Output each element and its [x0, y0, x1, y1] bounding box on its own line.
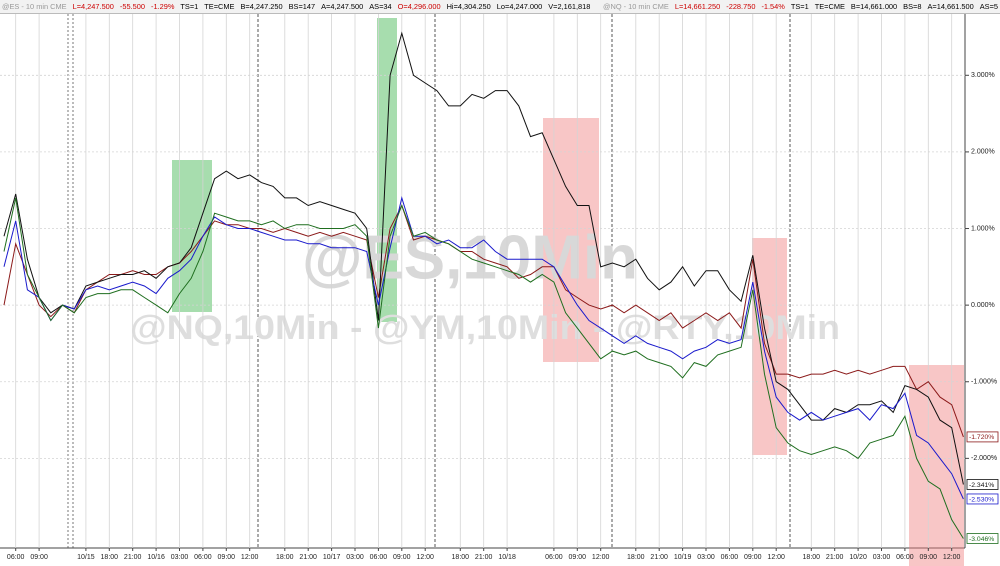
x-tick-label: 06:00 — [7, 554, 25, 561]
quote-field: O=4,296.000 — [397, 2, 441, 11]
quote-field: -1.54% — [761, 2, 785, 11]
end-label-box — [966, 479, 999, 490]
end-label: -1.720% — [966, 431, 999, 443]
quote-field: -228.750 — [726, 2, 756, 11]
y-tick-label: 0.000% — [971, 302, 995, 309]
end-label-text: -2.530% — [969, 496, 994, 503]
quote-field: V=2,161,818 — [548, 2, 591, 11]
x-tick-label: 18:00 — [803, 554, 821, 561]
quote-field: Lo=4,247.000 — [496, 2, 543, 11]
quote-field: TS=1 — [790, 2, 809, 11]
quote-field: B=14,661.000 — [850, 2, 898, 11]
highlight-box — [752, 238, 787, 455]
y-tick-label: 2.000% — [971, 149, 995, 156]
x-tick-label: 21:00 — [826, 554, 844, 561]
end-label: -2.530% — [966, 493, 999, 505]
quote-field: Hi=4,304.250 — [446, 2, 491, 11]
quote-field: -1.29% — [150, 2, 175, 11]
x-tick-label: 06:00 — [194, 554, 212, 561]
x-tick-label: 18:00 — [452, 554, 470, 561]
x-tick-label: 18:00 — [276, 554, 294, 561]
quote-group: @NQ - 10 min CME L=14,661.250 -228.750 -1.5… — [603, 0, 1000, 13]
x-tick-label: 18:00 — [101, 554, 119, 561]
x-tick-label: 09:00 — [218, 554, 236, 561]
x-tick-label: 09:00 — [30, 554, 48, 561]
x-tick-label: 03:00 — [873, 554, 891, 561]
x-tick-label: 09:00 — [393, 554, 411, 561]
x-tick-label: 12:00 — [943, 554, 961, 561]
quote-field: @NQ - 10 min CME — [603, 2, 669, 11]
x-tick-label: 06:00 — [545, 554, 563, 561]
x-tick-label: 09:00 — [569, 554, 587, 561]
quote-field: BS=147 — [288, 2, 316, 11]
x-tick-label: 03:00 — [346, 554, 364, 561]
series-line — [3, 31, 964, 485]
x-tick-label: 06:00 — [896, 554, 914, 561]
end-label-text: -3.046% — [969, 536, 994, 543]
quote-field: L=4,247.500 — [72, 2, 114, 11]
series-line — [3, 195, 964, 500]
y-tick-label: 3.000% — [971, 72, 995, 79]
quote-group: @ES - 10 min CME L=4,247.500 -55.500 -1.29%… — [2, 0, 596, 13]
quote-field: AS=5 — [979, 2, 999, 11]
end-label-text: -2.341% — [969, 482, 994, 489]
x-tick-label: 10/16 — [147, 554, 165, 561]
x-tick-label: 10/15 — [77, 554, 95, 561]
x-tick-label: 12:00 — [592, 554, 610, 561]
highlight-box — [909, 365, 964, 566]
x-tick-label: 21:00 — [475, 554, 493, 561]
end-label: -3.046% — [966, 533, 999, 544]
watermark-sub: @NQ,10Min - @YM,10Min - @RTY,10Min — [130, 309, 840, 347]
end-label-text: -1.720% — [969, 434, 994, 441]
x-tick-label: 12:00 — [241, 554, 259, 561]
series-line — [3, 197, 964, 539]
quote-field: TE=CME — [814, 2, 845, 11]
x-tick-label: 10/20 — [849, 554, 867, 561]
quote-field: AS=34 — [369, 2, 392, 11]
x-tick-label: 10/18 — [498, 554, 516, 561]
series-line — [3, 204, 964, 438]
x-tick-label: 21:00 — [299, 554, 317, 561]
quote-field: A=4,247.500 — [321, 2, 364, 11]
quote-field: TS=1 — [180, 2, 199, 11]
end-label-box — [966, 493, 999, 505]
x-tick-label: 03:00 — [697, 554, 715, 561]
x-tick-label: 10/19 — [674, 554, 692, 561]
status-bar: @ES - 10 min CME L=4,247.500 -55.500 -1.29%… — [0, 0, 1000, 14]
end-label-box — [966, 533, 999, 544]
quote-field: TE=CME — [204, 2, 235, 11]
x-tick-label: 06:00 — [370, 554, 388, 561]
highlight-box — [172, 160, 212, 312]
x-tick-label: 10/17 — [323, 554, 341, 561]
x-tick-label: 03:00 — [171, 554, 189, 561]
x-tick-label: 12:00 — [767, 554, 785, 561]
x-tick-label: 18:00 — [627, 554, 645, 561]
quote-field: B=4,247.250 — [240, 2, 283, 11]
x-tick-label: 09:00 — [744, 554, 762, 561]
quote-field: -55.500 — [119, 2, 145, 11]
quote-field: BS=8 — [903, 2, 922, 11]
end-label: -2.341% — [966, 479, 999, 490]
x-tick-label: 12:00 — [416, 554, 434, 561]
quote-field: @ES - 10 min CME — [2, 2, 67, 11]
x-tick-label: 21:00 — [124, 554, 142, 561]
y-tick-label: -1.000% — [971, 379, 997, 386]
end-label-box — [966, 431, 999, 443]
x-tick-label: 06:00 — [721, 554, 739, 561]
y-tick-label: -2.000% — [971, 455, 997, 462]
quote-field: L=14,661.250 — [674, 2, 721, 11]
x-tick-label: 21:00 — [650, 554, 668, 561]
quote-field: A=14,661.500 — [927, 2, 974, 11]
x-tick-label: 09:00 — [920, 554, 938, 561]
y-tick-label: 1.000% — [971, 225, 995, 232]
